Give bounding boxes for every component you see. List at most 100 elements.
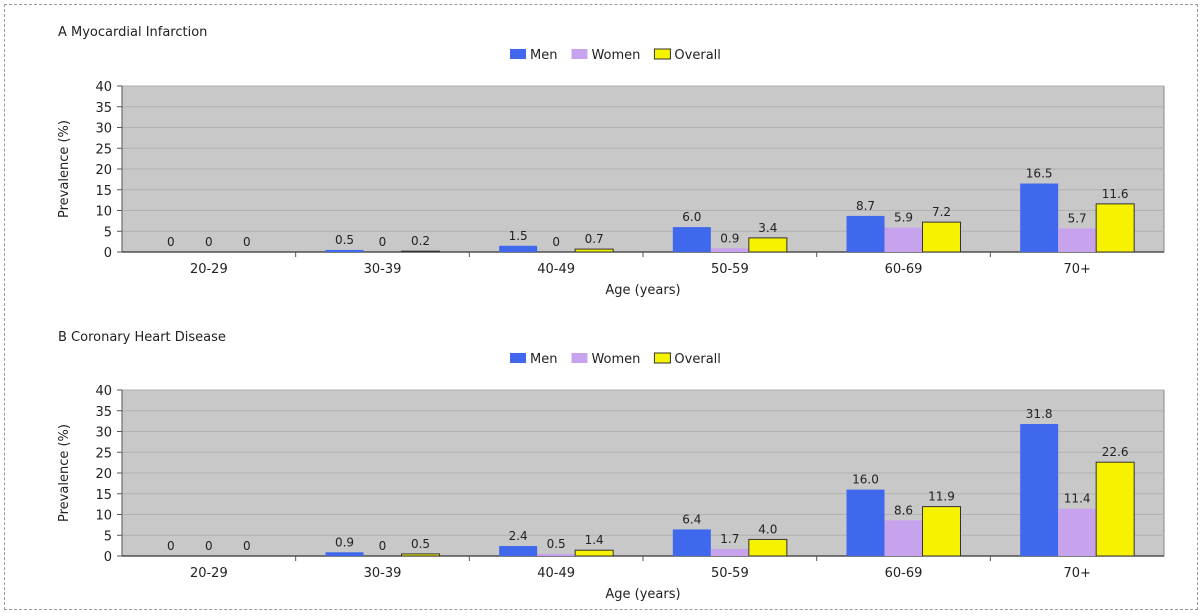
y-tick-label: 25 bbox=[95, 142, 112, 157]
bar-men-50-59 bbox=[672, 529, 711, 556]
data-label: 7.2 bbox=[932, 205, 951, 219]
y-tick-label: 20 bbox=[95, 163, 112, 178]
y-tick-label: 35 bbox=[95, 101, 112, 116]
bar-women-40-49 bbox=[537, 553, 576, 556]
data-label: 0.9 bbox=[335, 535, 354, 549]
x-tick-label: 70+ bbox=[1063, 566, 1090, 581]
bar-overall-50-59 bbox=[748, 538, 788, 557]
panel-myocardial-infarction: A Myocardial Infarction Men Women Overall … bbox=[57, 25, 1165, 298]
y-tick-label: 40 bbox=[95, 384, 112, 399]
legend-item-men: Men bbox=[510, 48, 557, 63]
data-label: 5.7 bbox=[1068, 211, 1087, 225]
data-label: 0.5 bbox=[335, 233, 354, 247]
gridlines bbox=[122, 85, 1164, 232]
data-label: 6.0 bbox=[682, 210, 701, 224]
y-axis-title: Prevalence (%) bbox=[57, 424, 72, 522]
y-axis: 0 5 10 15 20 25 30 35 40 bbox=[95, 80, 123, 261]
y-tick-label: 25 bbox=[95, 446, 112, 461]
legend-swatch bbox=[653, 48, 671, 60]
y-tick-label: 0 bbox=[104, 246, 112, 261]
y-tick-label: 30 bbox=[95, 122, 112, 137]
bar-women-70- bbox=[1058, 228, 1097, 252]
bar-women-50-59 bbox=[710, 248, 749, 252]
bar-overall-60-69 bbox=[922, 506, 961, 557]
legend-item-women: Women bbox=[571, 48, 640, 63]
panel-title: B Coronary Heart Disease bbox=[58, 330, 226, 345]
legend-label: Women bbox=[591, 48, 640, 63]
data-label: 6.4 bbox=[682, 512, 701, 526]
x-tick-label: 60-69 bbox=[885, 566, 923, 581]
data-label: 0.5 bbox=[411, 537, 430, 551]
bar-overall-30-39 bbox=[401, 553, 440, 557]
bars bbox=[325, 424, 1135, 557]
x-tick-label: 60-69 bbox=[885, 262, 923, 277]
panel-coronary-heart-disease: B Coronary Heart Disease Men Women Overall… bbox=[57, 330, 1165, 602]
bar-overall-70- bbox=[1095, 461, 1135, 557]
bars bbox=[325, 183, 1135, 253]
data-label: 0.5 bbox=[547, 537, 566, 551]
data-labels: 0 0.5 1.5 6.0 8.7 16.5 0 0 0 0.9 5.9 5.7 0 0.2 0.7 3.4 7… bbox=[167, 167, 1129, 249]
y-tick-label: 15 bbox=[95, 488, 112, 503]
panel-title: A Myocardial Infarction bbox=[58, 25, 207, 40]
x-tick-label: 20-29 bbox=[190, 262, 228, 277]
data-label: 0 bbox=[167, 235, 175, 249]
bar-men-60-69 bbox=[846, 215, 885, 252]
bar-women-70- bbox=[1058, 508, 1097, 556]
legend-label: Women bbox=[591, 352, 640, 367]
bar-men-40-49 bbox=[499, 245, 538, 252]
data-label: 0 bbox=[167, 539, 175, 553]
data-label: 16.5 bbox=[1026, 167, 1053, 181]
y-tick-label: 5 bbox=[104, 225, 112, 240]
y-tick-label: 20 bbox=[95, 467, 112, 482]
data-label: 0 bbox=[243, 235, 251, 249]
data-label: 0.2 bbox=[411, 234, 430, 248]
y-tick-label: 10 bbox=[95, 509, 112, 524]
gridlines bbox=[122, 389, 1164, 536]
data-label: 1.4 bbox=[585, 533, 604, 547]
y-tick-label: 5 bbox=[104, 529, 112, 544]
figure-frame bbox=[4, 4, 1198, 610]
data-label: 11.6 bbox=[1102, 187, 1129, 201]
data-label: 11.9 bbox=[928, 490, 955, 504]
x-tick-label: 70+ bbox=[1063, 262, 1090, 277]
data-label: 5.9 bbox=[894, 211, 913, 225]
data-label: 11.4 bbox=[1064, 492, 1091, 506]
data-label: 1.7 bbox=[720, 532, 739, 546]
legend-swatch bbox=[571, 353, 588, 363]
data-label: 0.9 bbox=[720, 231, 739, 245]
x-tick-label: 30-39 bbox=[364, 566, 402, 581]
x-tick-label: 40-49 bbox=[537, 566, 575, 581]
data-label: 0 bbox=[205, 539, 213, 553]
data-label: 22.6 bbox=[1102, 445, 1129, 459]
y-tick-label: 15 bbox=[95, 184, 112, 199]
x-axis: 20-29 30-39 40-49 50-59 60-69 70+ bbox=[122, 251, 1164, 277]
legend-label: Men bbox=[530, 352, 557, 367]
data-label: 0 bbox=[552, 235, 560, 249]
data-label: 16.0 bbox=[852, 473, 879, 487]
y-tick-label: 35 bbox=[95, 405, 112, 420]
bar-overall-70- bbox=[1095, 203, 1135, 253]
bar-men-30-39 bbox=[325, 552, 364, 556]
data-label: 1.5 bbox=[509, 229, 528, 243]
bar-overall-40-49 bbox=[574, 248, 614, 253]
x-tick-label: 40-49 bbox=[537, 262, 575, 277]
y-tick-label: 10 bbox=[95, 205, 112, 220]
legend-label: Overall bbox=[674, 352, 720, 367]
data-label: 2.4 bbox=[509, 529, 528, 543]
data-label: 8.6 bbox=[894, 503, 913, 517]
bar-men-70- bbox=[1020, 424, 1059, 556]
bar-men-50-59 bbox=[672, 227, 711, 252]
data-label: 0.7 bbox=[585, 232, 604, 246]
legend-swatch bbox=[510, 353, 526, 363]
bar-overall-60-69 bbox=[922, 221, 961, 253]
legend-label: Overall bbox=[674, 48, 720, 63]
legend-swatch bbox=[653, 352, 671, 364]
bar-men-30-39 bbox=[325, 249, 364, 252]
data-label: 3.4 bbox=[758, 221, 777, 235]
data-label: 0 bbox=[379, 539, 387, 553]
data-labels: 0 0.9 2.4 6.4 16.0 31.8 0 0 0.5 1.7 8.6 11.4 0 0.5 1.4… bbox=[167, 407, 1129, 553]
data-label: 0 bbox=[205, 235, 213, 249]
x-tick-label: 50-59 bbox=[711, 566, 749, 581]
bar-overall-50-59 bbox=[748, 237, 788, 253]
